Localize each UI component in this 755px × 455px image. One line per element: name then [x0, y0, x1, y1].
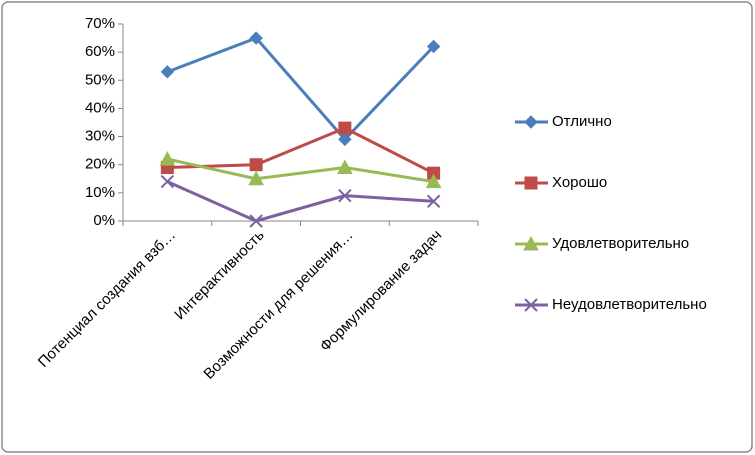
legend-label: Отлично — [552, 113, 612, 130]
marker — [524, 115, 538, 129]
marker — [338, 132, 352, 147]
marker — [249, 158, 263, 172]
y-tick-label: 40% — [85, 99, 115, 116]
marker — [524, 176, 538, 190]
marker — [249, 214, 263, 228]
series-line — [167, 126, 435, 175]
marker — [160, 65, 175, 79]
marker — [425, 173, 442, 189]
marker — [426, 194, 441, 209]
marker — [338, 188, 352, 203]
y-tick-label: 60% — [85, 43, 115, 60]
marker — [338, 121, 352, 135]
marker — [248, 170, 264, 186]
legend-label: Неудовлетворительно — [552, 296, 707, 313]
series-line — [167, 157, 434, 184]
marker — [249, 31, 263, 45]
marker — [337, 159, 353, 175]
y-tick-label: 50% — [85, 71, 115, 88]
marker — [523, 235, 539, 251]
series-line — [166, 180, 434, 223]
marker — [426, 39, 441, 54]
legend-label: Хорошо — [552, 174, 608, 191]
y-tick-label: 10% — [85, 184, 115, 201]
y-tick-label: 20% — [85, 156, 115, 173]
series-line — [166, 36, 435, 142]
legend-label: Удовлетворительно — [552, 235, 690, 252]
marker — [159, 151, 176, 166]
y-tick-label: 30% — [85, 128, 115, 145]
marker — [524, 298, 538, 312]
y-tick-label: 0% — [93, 212, 115, 229]
y-tick-label: 70% — [85, 15, 115, 32]
marker — [160, 174, 175, 189]
